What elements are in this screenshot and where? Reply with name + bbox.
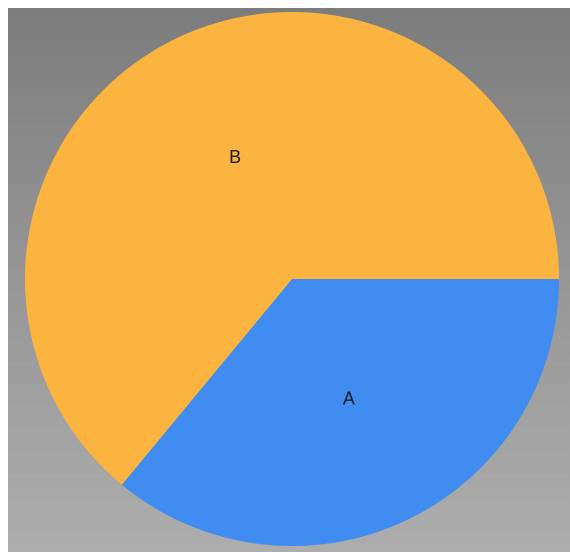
pie-slice-label-a: A [343, 389, 355, 409]
pie-slice-a [121, 279, 559, 546]
pie-slices [24, 12, 559, 546]
pie-slice-label-b: B [229, 147, 241, 167]
pie-chart: AB [24, 12, 559, 546]
pie-slice-b [24, 12, 559, 485]
pie-labels: AB [229, 147, 355, 409]
